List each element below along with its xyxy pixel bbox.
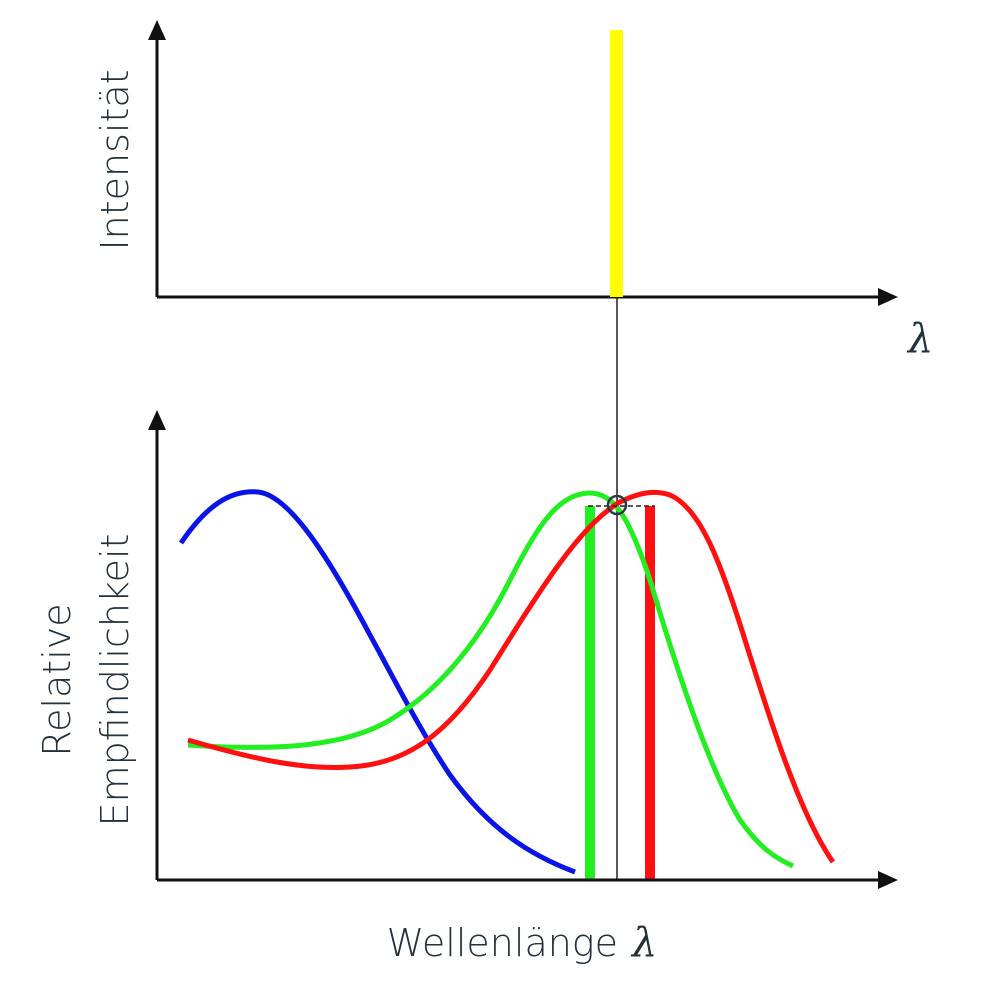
red-sensitivity-curve (187, 489, 836, 864)
green-sensitivity-curve (187, 490, 795, 869)
bottom-x-label-symbol: λ (630, 920, 657, 966)
blue-sensitivity-curve (178, 489, 576, 875)
bottom-y-arrow (148, 410, 166, 430)
top-plot: Intensität λ (93, 20, 933, 362)
bottom-plot: Relative Empfindlichkeit Wellenlänge λ (35, 410, 898, 966)
top-y-arrow (148, 20, 166, 40)
bottom-y-label-line1: Relative (35, 603, 79, 756)
intersection-marker (606, 494, 628, 516)
top-x-label: λ (906, 316, 933, 362)
bottom-x-arrow (878, 871, 898, 889)
bottom-x-label: Wellenlänge (387, 921, 618, 965)
bottom-y-label-line2: Empfindlichkeit (93, 534, 137, 827)
red-response-bar (645, 506, 655, 880)
top-y-label: Intensität (93, 69, 137, 250)
top-x-arrow (878, 288, 898, 306)
green-response-bar (585, 506, 595, 880)
yellow-spectral-line (610, 30, 623, 297)
